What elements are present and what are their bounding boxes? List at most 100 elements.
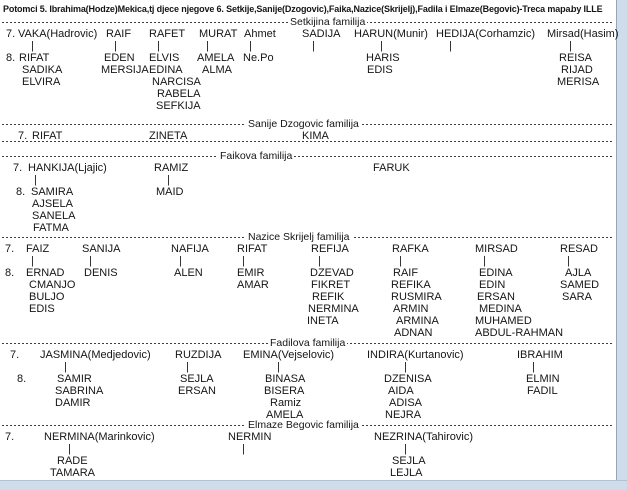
- parent-name: Ahmet: [244, 28, 276, 40]
- child-name: EDIN: [479, 279, 506, 291]
- child-name: INETA: [307, 315, 339, 327]
- child-name: RIFAT: [19, 52, 50, 64]
- connector-pipe: |: [157, 40, 160, 52]
- generation-label: 8.: [6, 52, 16, 64]
- plain-separator: [2, 141, 614, 142]
- child-name: MEDINA: [479, 303, 522, 315]
- child-name: Ne.Po: [243, 52, 274, 64]
- generation-label: 8.: [16, 186, 26, 198]
- child-name: ELVIRA: [22, 76, 61, 88]
- child-name: SEJLA: [180, 373, 214, 385]
- parent-name: SANIJA: [82, 243, 121, 255]
- child-name: AIDA: [388, 385, 414, 397]
- child-name: ABDUL-RAHMAN: [475, 327, 564, 339]
- parent-name: MURAT: [199, 28, 238, 40]
- generation-label: 7.: [10, 349, 20, 361]
- connector-pipe: |: [380, 40, 383, 52]
- child-name: ERSAN: [178, 385, 216, 397]
- parent-name: HARUN(Munir): [354, 28, 428, 40]
- child-name: FATMA: [33, 222, 69, 234]
- parent-name: IBRAHIM: [517, 349, 563, 361]
- parent-name: HEDIJA(Corhamzic): [436, 28, 536, 40]
- connector-pipe: |: [68, 443, 71, 455]
- parent-name: INDIRA(Kurtanovic): [367, 349, 464, 361]
- generation-label: 7.: [5, 243, 15, 255]
- connector-pipe: |: [31, 255, 34, 267]
- child-name: ADNAN: [394, 327, 433, 339]
- parent-name: RAFET: [149, 28, 186, 40]
- child-name: SEJLA: [392, 455, 426, 467]
- parent-name: NERMIN: [228, 431, 272, 443]
- child-name: FIKRET: [311, 279, 351, 291]
- parent-name: RUZDIJA: [175, 349, 222, 361]
- child-name: ERSAN: [477, 291, 515, 303]
- child-name: DENIS: [84, 267, 118, 279]
- right-edge-strip: [616, 0, 627, 490]
- child-name: TAMARA: [50, 467, 96, 479]
- connector-pipe: |: [567, 255, 570, 267]
- generation-label: 8.: [17, 373, 27, 385]
- child-name: MERISA: [557, 76, 600, 88]
- child-name: REFIKA: [391, 279, 431, 291]
- connector-pipe: |: [206, 40, 209, 52]
- child-name: DZEVAD: [310, 267, 354, 279]
- connector-pipe: |: [34, 174, 37, 186]
- child-name: CMANJO: [29, 279, 76, 291]
- child-name: REFIK: [312, 291, 345, 303]
- child-name: Ramiz: [270, 397, 302, 409]
- child-name: MERSIJA: [101, 64, 149, 76]
- connector-pipe: |: [242, 443, 245, 455]
- child-name: ARMIN: [393, 303, 429, 315]
- separator-label: Fadilova familija: [268, 337, 348, 349]
- child-name: EDINA: [479, 267, 513, 279]
- child-name: DAMIR: [55, 397, 91, 409]
- connector-pipe: |: [569, 40, 572, 52]
- child-name: HARIS: [366, 52, 400, 64]
- parent-name: SADIJA: [302, 28, 341, 40]
- child-name: ALMA: [202, 64, 232, 76]
- child-name: RABELA: [157, 88, 201, 100]
- doc-title: Potomci 5. Ibrahima(Hodze)Mekica,tj djec…: [3, 4, 573, 14]
- child-name: ELMIN: [526, 373, 560, 385]
- parent-name: RIFAT: [32, 130, 63, 142]
- connector-pipe: |: [167, 174, 170, 186]
- parent-name: VAKA(Hadrovic): [18, 28, 98, 40]
- child-name: ADISA: [389, 397, 423, 409]
- generation-label: 7.: [18, 130, 28, 142]
- parent-name: Mirsad(Hasim): [547, 28, 619, 40]
- child-name: EDINA: [149, 64, 183, 76]
- child-name: BISERA: [264, 385, 305, 397]
- child-name: FADIL: [527, 385, 558, 397]
- parent-name: RIFAT: [237, 243, 268, 255]
- child-name: SAMIR: [57, 373, 92, 385]
- connector-pipe: |: [179, 255, 182, 267]
- child-name: REISA: [559, 52, 593, 64]
- child-name: MUHAMED: [475, 315, 532, 327]
- child-name: RAIF: [393, 267, 419, 279]
- child-name: EMIR: [237, 267, 265, 279]
- parent-name: RAIF: [106, 28, 132, 40]
- separator-label: Setkijina familija: [288, 16, 368, 28]
- child-name: EDEN: [104, 52, 135, 64]
- parent-name: MIRSAD: [475, 243, 518, 255]
- child-name: EDIS: [367, 64, 393, 76]
- child-name: ALEN: [174, 267, 203, 279]
- child-name: RIJAD: [561, 64, 593, 76]
- child-name: RADE: [57, 455, 88, 467]
- child-name: RUSMIRA: [391, 291, 442, 303]
- child-name: AMELA: [266, 409, 304, 421]
- child-name: SABRINA: [55, 385, 104, 397]
- connector-pipe: |: [31, 40, 34, 52]
- connector-pipe: |: [277, 361, 280, 373]
- child-name: BULJO: [29, 291, 65, 303]
- doc-byline: by ILLE: [571, 4, 603, 14]
- parent-name: FARUK: [373, 162, 410, 174]
- connector-pipe: |: [483, 255, 486, 267]
- child-name: SADIKA: [22, 64, 63, 76]
- generation-label: 7.: [13, 162, 23, 174]
- bottom-edge-strip: [0, 480, 627, 490]
- separator-label: Elmaze Begovic familija: [246, 419, 361, 431]
- child-name: AJSELA: [32, 198, 73, 210]
- parent-name: RAMIZ: [154, 162, 189, 174]
